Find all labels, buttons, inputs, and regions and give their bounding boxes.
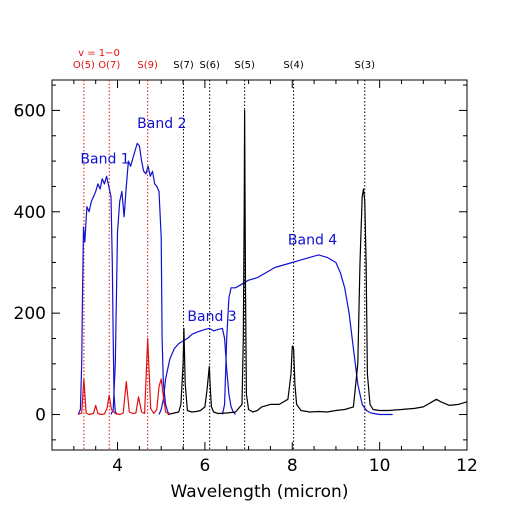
y-tick-label: 600 xyxy=(14,101,46,121)
line-marker-label: S(3) xyxy=(355,60,376,71)
series-layer xyxy=(77,109,468,416)
x-tick-label: 8 xyxy=(287,456,298,476)
band-label: Band 3 xyxy=(187,309,236,325)
series-line-band-4 xyxy=(221,254,393,416)
x-tick-label: 10 xyxy=(369,456,391,476)
top-line-labels: O(5) O(7) S(9) S(7) S(6) S(5) S(4) S(3) xyxy=(73,60,375,71)
top-label-header: v = 1−0 xyxy=(78,48,120,59)
series-line-band-1 xyxy=(77,175,118,415)
line-marker-label: S(4) xyxy=(283,60,304,71)
x-tick-label: 4 xyxy=(112,456,123,476)
x-axis-ticks: 4 6 8 10 12 xyxy=(73,80,478,476)
band-label: Band 1 xyxy=(80,152,129,168)
line-marker-label: S(6) xyxy=(199,60,220,71)
band-label: Band 2 xyxy=(137,116,186,132)
line-marker-label: S(7) xyxy=(173,60,194,71)
series-line-band-2 xyxy=(110,142,171,415)
y-tick-label: 200 xyxy=(14,304,46,324)
series-line-spectrum xyxy=(167,109,468,416)
line-marker-label: S(5) xyxy=(234,60,255,71)
y-tick-label: 400 xyxy=(14,203,46,223)
y-tick-label: 0 xyxy=(35,406,46,426)
band-labels: Band 1 Band 2 Band 3 Band 4 xyxy=(80,116,337,325)
line-marker-label: S(9) xyxy=(137,60,158,71)
y-axis-ticks: 0 200 400 600 xyxy=(14,84,467,441)
line-marker-label: O(7) xyxy=(98,60,120,71)
band-label: Band 4 xyxy=(288,233,337,249)
plot-frame xyxy=(51,79,468,451)
x-tick-label: 6 xyxy=(199,456,210,476)
line-marker-label: O(5) xyxy=(73,60,95,71)
series-line-h2-v-1-0 xyxy=(77,337,171,416)
x-axis-label: Wavelength (micron) xyxy=(171,482,349,502)
x-tick-label: 12 xyxy=(456,456,478,476)
series-line-band-3 xyxy=(158,327,236,415)
